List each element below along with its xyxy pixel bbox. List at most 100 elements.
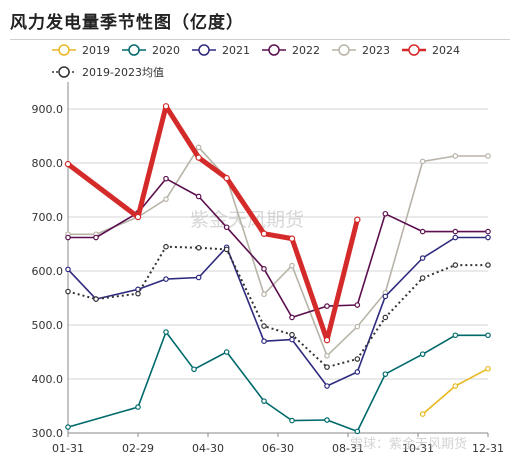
data-point <box>323 336 331 344</box>
legend-swatch-marker <box>268 44 280 56</box>
data-point <box>261 266 267 272</box>
legend-label: 2024 <box>432 44 460 57</box>
series-line-2022 <box>68 177 488 319</box>
data-point <box>163 175 169 182</box>
data-point <box>452 383 459 389</box>
data-point <box>452 228 459 235</box>
legend-item-2023[interactable]: 2023 <box>332 44 390 57</box>
data-point <box>324 364 330 370</box>
data-point <box>65 234 71 241</box>
watermark-bottom: 雪球：紫金天风期货 <box>350 436 467 452</box>
data-point <box>93 296 99 302</box>
series-line-2020 <box>67 331 488 433</box>
legend-swatch-marker <box>58 66 70 78</box>
data-point <box>195 144 202 151</box>
data-point <box>260 230 268 237</box>
data-point <box>65 424 71 430</box>
title-divider <box>10 39 510 40</box>
data-point <box>419 158 426 165</box>
legend-item-2024[interactable]: 2024 <box>402 44 460 57</box>
legend-swatch-marker <box>338 44 350 56</box>
series-layer <box>64 103 491 435</box>
data-point <box>324 303 330 309</box>
watermark-center: 紫金天风期货 <box>190 209 304 231</box>
data-point <box>223 349 230 355</box>
data-point <box>485 234 491 241</box>
data-point <box>382 210 389 217</box>
legend-label: 2019 <box>82 44 110 57</box>
x-tick-label: 08-31 <box>332 442 364 455</box>
series-2019 <box>419 365 491 417</box>
data-point <box>191 366 197 373</box>
legend-item-2021[interactable]: 2021 <box>192 44 250 57</box>
legend-item-2020[interactable]: 2020 <box>122 44 180 57</box>
data-point <box>354 428 361 435</box>
data-point <box>382 314 389 321</box>
legend-label: 2021 <box>222 44 250 57</box>
data-point <box>289 262 295 269</box>
data-point <box>354 369 361 375</box>
data-point <box>485 332 491 339</box>
data-point <box>223 174 230 182</box>
data-point <box>419 255 426 261</box>
data-point <box>452 153 459 159</box>
x-tick-label: 12-31 <box>472 442 504 455</box>
data-point <box>135 404 141 410</box>
data-point <box>195 154 202 161</box>
data-point <box>485 228 491 235</box>
data-point <box>162 103 170 110</box>
data-point <box>324 383 330 389</box>
data-point <box>289 417 295 424</box>
legend-swatch-marker <box>128 44 140 56</box>
legend-item-2022[interactable]: 2022 <box>262 44 320 57</box>
grid <box>68 108 488 434</box>
data-point <box>65 288 71 295</box>
series-2023 <box>65 144 491 359</box>
data-point <box>163 243 169 250</box>
legend-item-2019-2023[interactable]: 2019-2023均值 <box>52 66 164 79</box>
x-tick-label: 10-31 <box>402 442 434 455</box>
legend-label: 2022 <box>292 44 320 57</box>
data-point <box>452 262 459 268</box>
data-point <box>324 352 330 359</box>
series-line-2023 <box>68 146 488 357</box>
data-point <box>354 356 361 362</box>
y-tick-label: 300.0 <box>32 427 64 440</box>
data-point <box>163 329 169 335</box>
y-tick-label: 500.0 <box>32 319 64 332</box>
data-point <box>289 331 295 338</box>
data-point <box>223 224 230 231</box>
data-point <box>261 323 267 329</box>
data-point <box>419 411 426 417</box>
data-point <box>223 246 230 253</box>
data-point <box>324 417 330 423</box>
y-tick-label: 700.0 <box>32 211 64 224</box>
series-2022 <box>65 175 491 321</box>
y-axis: 300.0 400.0 500.0 600.0 700.0 800.0 900.0 <box>32 82 69 440</box>
data-point <box>135 290 141 297</box>
y-tick-label: 400.0 <box>32 373 64 386</box>
data-point <box>485 365 491 372</box>
data-point <box>64 160 72 168</box>
legend-label: 2019-2023均值 <box>82 66 164 79</box>
x-tick-label: 04-30 <box>192 442 224 455</box>
series-2024 <box>64 103 361 344</box>
legend-swatch-marker <box>198 44 210 56</box>
data-point <box>419 228 426 235</box>
data-point <box>163 276 169 282</box>
legend-label: 2020 <box>152 44 180 57</box>
data-point <box>289 336 295 343</box>
series-2020 <box>65 329 491 435</box>
x-tick-label: 06-30 <box>262 442 294 455</box>
x-axis: 01-31 02-29 04-30 06-30 08-31 10-31 12-31 <box>52 433 504 455</box>
data-point <box>261 338 267 345</box>
x-tick-label: 01-31 <box>52 442 84 455</box>
data-point <box>261 398 267 404</box>
data-point <box>419 351 426 357</box>
data-point <box>195 274 202 281</box>
legend-item-2019[interactable]: 2019 <box>52 44 110 57</box>
x-tick-label: 02-29 <box>122 442 154 455</box>
data-point <box>288 235 296 242</box>
data-point <box>452 234 459 241</box>
